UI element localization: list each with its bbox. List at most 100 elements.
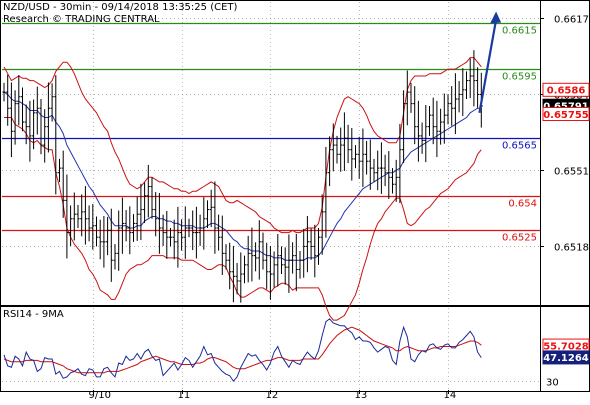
- level-label: 0.6615: [502, 26, 537, 37]
- ohlc-bar: [65, 174, 69, 259]
- ohlc-bar: [172, 219, 176, 260]
- bollinger-lower-line: [4, 117, 482, 321]
- ohlc-bar: [435, 100, 439, 158]
- chart-subtitle: Research © TRADING CENTRAL: [3, 14, 160, 25]
- ohlc-bar: [87, 205, 91, 242]
- ohlc-bar: [405, 70, 409, 126]
- ohlc-bar: [242, 255, 247, 284]
- ohlc-bar: [368, 139, 372, 190]
- ohlc-bar: [313, 224, 317, 278]
- ohlc-bar: [294, 233, 298, 292]
- ohlc-bar: [80, 194, 84, 237]
- ohlc-bar: [183, 206, 187, 259]
- ohlc-bar: [291, 242, 295, 274]
- ohlc-bar: [350, 128, 354, 181]
- ohlc-bar: [402, 90, 406, 164]
- ohlc-bar: [261, 232, 265, 270]
- ohlc-bar: [76, 204, 80, 228]
- ohlc-bar: [154, 192, 158, 237]
- rsi-value-box-bg: [542, 350, 590, 365]
- ohlc-bar: [442, 93, 446, 144]
- bollinger-upper-line: [3, 57, 482, 234]
- rsi-tick-label: 30: [546, 378, 559, 389]
- level-label: 0.6525: [502, 233, 537, 244]
- price-value-box: 0.65755: [542, 107, 590, 121]
- ohlc-bar: [157, 192, 161, 254]
- ohlc-bar: [150, 177, 154, 219]
- ohlc-bar: [268, 245, 272, 300]
- ohlc-bar: [17, 75, 21, 126]
- ohlc-bar: [279, 246, 284, 275]
- ohlc-bar: [283, 247, 287, 285]
- ohlc-bar: [250, 227, 254, 282]
- ohlc-bar: [446, 94, 450, 125]
- price-value-box-label: 0.6586: [547, 86, 586, 97]
- ohlc-bar: [57, 158, 62, 182]
- moving-average-line: [3, 91, 482, 261]
- rsi-series-layer: [3, 318, 482, 382]
- ohlc-bar: [180, 219, 184, 251]
- ohlc-bar: [372, 158, 376, 182]
- ohlc-bar: [228, 242, 232, 290]
- rsi-line: [3, 318, 482, 382]
- ohlc-bar: [324, 146, 328, 238]
- ohlc-bar: [476, 67, 480, 108]
- ohlc-bar: [431, 97, 435, 145]
- ohlc-bar: [202, 197, 206, 250]
- ohlc-bar: [335, 135, 339, 164]
- rsi-panel-title: RSI14 - 9MA: [3, 309, 64, 320]
- ohlc-bar: [361, 128, 365, 188]
- ohlc-bar: [413, 86, 417, 145]
- ohlc-bar: [339, 127, 343, 172]
- ohlc-bar: [83, 186, 87, 245]
- ohlc-bar: [398, 123, 402, 204]
- x-tick-label: 9/10: [89, 390, 111, 400]
- ohlc-bar: [450, 86, 454, 126]
- ohlc-bar: [198, 214, 202, 246]
- price-series-layer: [2, 11, 502, 321]
- ohlc-bar: [276, 233, 280, 287]
- ohlc-bar: [205, 200, 210, 228]
- ohlc-bar: [194, 206, 198, 259]
- ohlc-bar: [109, 208, 113, 282]
- ohlc-bar: [409, 82, 413, 113]
- ohlc-bar: [394, 159, 398, 202]
- ohlc-bar: [217, 214, 221, 251]
- price-value-box-bg: [542, 107, 590, 121]
- ohlc-bar: [91, 204, 95, 250]
- y-tick-label: 0.6518: [554, 243, 589, 254]
- ohlc-bar: [224, 244, 228, 270]
- ohlc-bar: [357, 136, 361, 179]
- ohlc-bar: [239, 252, 243, 303]
- grid-layer: [0, 0, 590, 392]
- ohlc-bar: [457, 81, 461, 113]
- ohlc-bar: [464, 71, 469, 100]
- levels-layer: 0.6615 0.6595 0.6565 0.654 0.6525: [2, 22, 540, 244]
- rsi-ma-line: [3, 326, 482, 374]
- ohlc-bar: [416, 100, 420, 162]
- ohlc-bar: [302, 228, 306, 278]
- ohlc-bar: [461, 68, 465, 117]
- ohlc-bar: [331, 123, 335, 172]
- level-label: 0.654: [508, 199, 537, 210]
- ohlc-bar: [161, 214, 165, 246]
- ohlc-bar: [128, 206, 132, 255]
- ohlc-bar: [209, 189, 213, 228]
- ohlc-bar: [165, 210, 169, 259]
- ohlc-bar: [20, 87, 25, 132]
- rsi-panel-frame: [0, 306, 590, 392]
- ohlc-bar: [50, 83, 54, 122]
- ohlc-bar: [28, 100, 32, 162]
- ohlc-bar: [94, 216, 99, 247]
- ohlc-bar: [320, 194, 324, 255]
- ohlc-bar: [265, 242, 269, 290]
- ohlc-bar: [365, 140, 369, 175]
- ohlc-bar: [309, 228, 313, 260]
- ohlc-bar: [342, 112, 346, 171]
- x-tick-label: 11: [178, 390, 191, 400]
- ohlc-bar: [39, 99, 43, 155]
- ohlc-bar: [72, 192, 76, 241]
- ohlc-bar: [305, 216, 309, 273]
